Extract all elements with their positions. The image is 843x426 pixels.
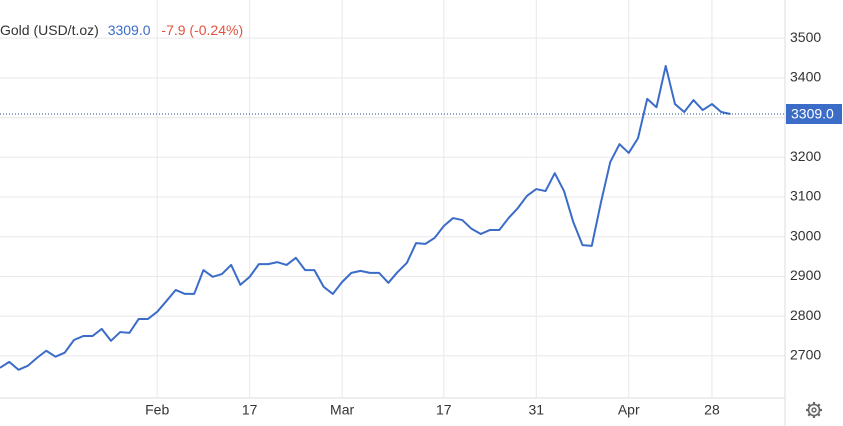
last-price-tag	[786, 103, 842, 124]
gear-hub	[811, 407, 817, 413]
x-tick-label: 17	[242, 402, 258, 418]
gear-ring	[807, 403, 821, 417]
y-tick-label: 3200	[790, 148, 821, 164]
chart-header: Gold (USD/t.oz) 3309.0 -7.9 (-0.24%)	[0, 22, 243, 38]
y-tick-label: 3100	[790, 188, 821, 204]
y-tick-label: 2800	[790, 307, 821, 323]
y-tick-label: 3400	[790, 69, 821, 85]
price-line	[0, 64, 731, 371]
y-tick-label: 3500	[790, 29, 821, 45]
y-tick-label: 3000	[790, 227, 821, 243]
x-tick-label: 17	[436, 402, 452, 418]
gear-teeth	[806, 402, 822, 418]
x-tick-label: 28	[704, 402, 720, 418]
x-tick-label: 31	[528, 402, 544, 418]
chart-title: Gold (USD/t.oz)	[0, 22, 99, 38]
price-change: -7.9 (-0.24%)	[161, 22, 243, 38]
last-price: 3309.0	[108, 22, 151, 38]
x-tick-label: Mar	[330, 402, 354, 418]
last-price-label: 3309.0	[791, 106, 834, 122]
x-tick-label: Feb	[145, 402, 169, 418]
y-tick-label: 2700	[790, 347, 821, 363]
settings-icon[interactable]	[806, 402, 822, 418]
x-tick-label: Apr	[618, 402, 640, 418]
y-tick-label: 2900	[790, 267, 821, 283]
